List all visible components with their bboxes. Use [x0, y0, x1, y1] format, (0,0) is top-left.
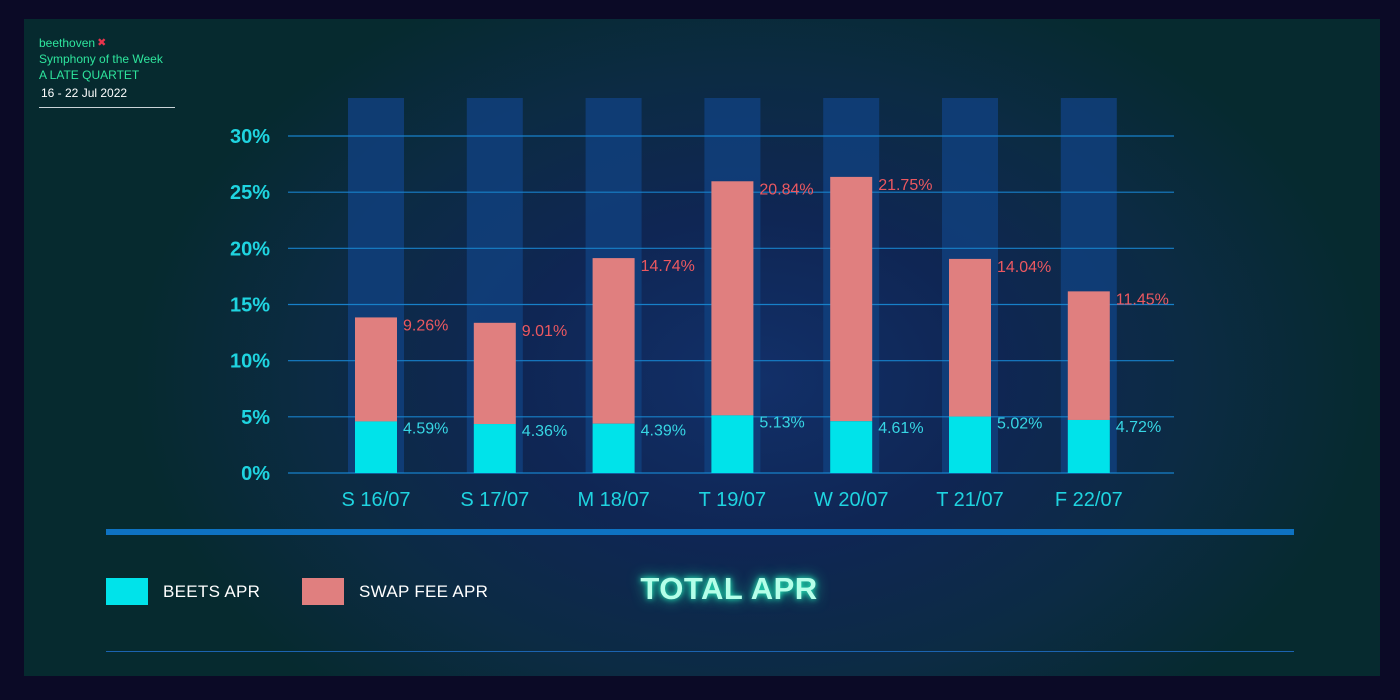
y-tick-label: 0% — [241, 463, 270, 485]
y-tick-label: 10% — [230, 351, 270, 373]
x-tick-label: F 22/07 — [1055, 489, 1123, 511]
x-tick-label: W 20/07 — [814, 489, 888, 511]
divider-bar — [106, 529, 1294, 535]
x-tick-label: T 19/07 — [699, 489, 766, 511]
label-swap-fee: 11.45% — [1116, 291, 1169, 308]
brand-name: beethoven — [39, 36, 96, 50]
bar-swap-fee — [355, 317, 397, 422]
bar-swap-fee — [830, 176, 873, 422]
bar-beets — [830, 421, 873, 473]
label-swap-fee: 9.01% — [522, 323, 567, 340]
x-tick-label: S 17/07 — [460, 489, 529, 511]
label-beets: 4.39% — [641, 423, 686, 440]
y-tick-label: 15% — [230, 295, 270, 317]
bar-swap-fee — [592, 258, 635, 424]
brand-logo-icon: ✖ — [97, 37, 107, 49]
brand-name-row: beethoven ✖ — [39, 35, 175, 51]
legend-label-beets: BEETS APR — [163, 581, 261, 601]
label-beets: 5.02% — [997, 416, 1042, 433]
label-swap-fee: 9.26% — [403, 317, 448, 334]
x-tick-label: M 18/07 — [577, 489, 649, 511]
bar-chart: 0% 5% 10% 15% 20% 25% 30% 9.26% 4.59% S 16/07 9.01… — [230, 98, 1174, 511]
label-swap-fee: 20.84% — [759, 181, 813, 198]
bar-swap-fee — [1067, 291, 1110, 420]
series-title: Symphony of the Week — [39, 52, 163, 66]
bar-beets — [355, 421, 397, 473]
brand-divider — [39, 107, 175, 108]
bottom-divider — [106, 651, 1294, 652]
label-beets: 4.72% — [1116, 419, 1161, 436]
bar-beets — [592, 423, 635, 473]
label-beets: 4.36% — [522, 423, 567, 440]
bar-beets — [949, 416, 991, 473]
x-tick-label: T 21/07 — [936, 489, 1003, 511]
bar-beets — [473, 424, 516, 473]
y-tick-label: 5% — [241, 407, 270, 429]
bar-beets — [1067, 419, 1110, 473]
legend-item-swap: SWAP FEE APR — [302, 578, 488, 605]
date-range: 16 - 22 Jul 2022 — [41, 86, 128, 100]
total-apr-title: TOTAL APR — [640, 571, 818, 606]
y-tick-label: 20% — [230, 238, 270, 260]
legend-item-beets: BEETS APR — [106, 578, 260, 605]
legend-swatch-swap — [302, 578, 344, 605]
label-swap-fee: 21.75% — [878, 177, 932, 194]
label-beets: 4.61% — [878, 420, 923, 437]
label-beets: 5.13% — [759, 414, 804, 431]
bar-swap-fee — [949, 258, 991, 417]
bar-beets — [711, 415, 754, 473]
label-beets: 4.59% — [403, 420, 448, 437]
y-tick-label: 25% — [230, 182, 270, 204]
chart-frame: beethoven ✖ Symphony of the Week A LATE … — [24, 19, 1380, 676]
legend-swatch-beets — [106, 578, 148, 605]
x-tick-label: S 16/07 — [342, 489, 411, 511]
bar-swap-fee — [473, 322, 516, 425]
label-swap-fee: 14.74% — [641, 258, 695, 275]
label-swap-fee: 14.04% — [997, 259, 1051, 276]
subtitle: A LATE QUARTET — [39, 68, 140, 82]
bar-swap-fee — [711, 181, 754, 416]
legend-label-swap: SWAP FEE APR — [359, 581, 489, 601]
y-tick-label: 30% — [230, 126, 270, 148]
brand-block: beethoven ✖ Symphony of the Week A LATE … — [39, 35, 175, 108]
